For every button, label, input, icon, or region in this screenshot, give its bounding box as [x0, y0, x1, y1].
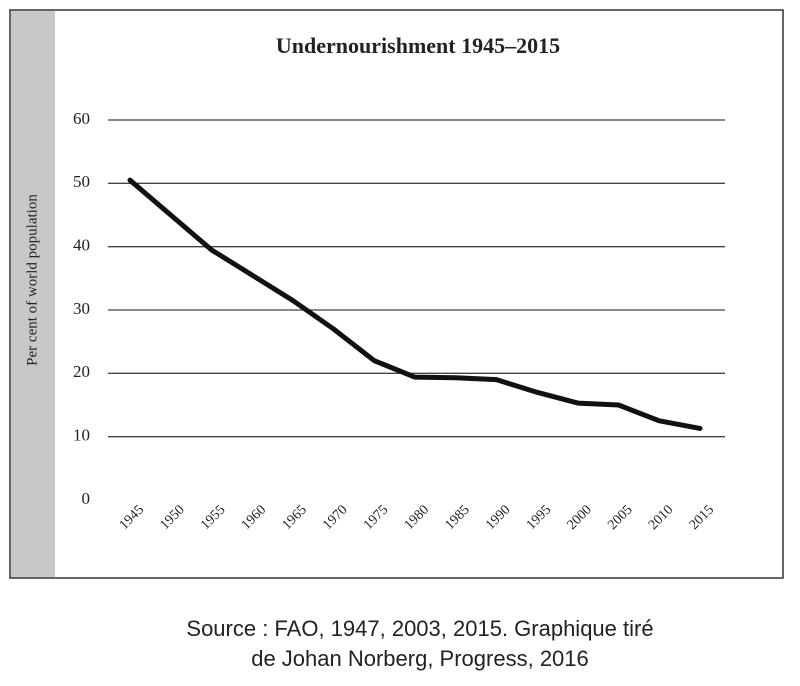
axis-strip: [11, 11, 55, 577]
y-axis-label: Per cent of world population: [24, 194, 40, 366]
y-tick-label: 30: [73, 299, 90, 318]
y-tick-label: 0: [82, 489, 91, 508]
y-tick-label: 10: [73, 426, 90, 445]
y-tick-label: 20: [73, 362, 90, 381]
chart-frame: [9, 9, 784, 579]
source-note: Source : FAO, 1947, 2003, 2015. Graphiqu…: [186, 616, 653, 641]
source-note: de Johan Norberg, Progress, 2016: [251, 646, 589, 671]
y-tick-label: 50: [73, 172, 90, 191]
y-tick-label: 60: [73, 109, 90, 128]
chart-title: Undernourishment 1945–2015: [276, 33, 560, 58]
y-tick-label: 40: [73, 236, 90, 255]
data-line: [127, 177, 703, 431]
